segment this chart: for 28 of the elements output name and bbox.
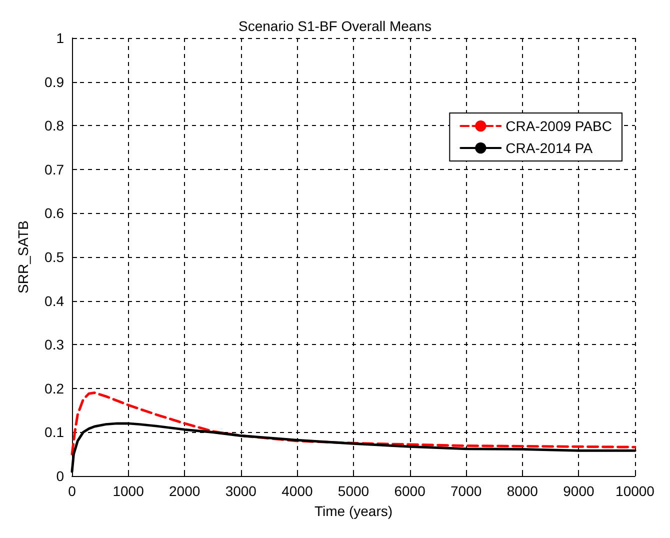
x-tick-label: 7000 <box>450 483 482 499</box>
y-tick-label: 0 <box>56 468 64 484</box>
y-tick-label: 0.1 <box>44 424 64 440</box>
y-tick-label: 1 <box>56 30 64 46</box>
x-tick-label: 1000 <box>112 483 144 499</box>
x-tick-label: 6000 <box>394 483 426 499</box>
y-tick-label: 0.6 <box>44 205 64 222</box>
x-tick-label: 0 <box>68 483 76 499</box>
x-tick-label: 9000 <box>563 483 594 499</box>
x-tick-label: 10000 <box>616 483 655 499</box>
legend-label: CRA-2014 PA <box>506 140 594 156</box>
line-series <box>70 392 636 456</box>
y-tick-label: 0.9 <box>44 74 64 90</box>
x-axis-title: Time (years) <box>314 503 393 519</box>
y-tick-label: 0.3 <box>44 336 64 353</box>
x-tick-label: 4000 <box>282 483 313 499</box>
y-axis-title: SRR_SATB <box>15 220 31 294</box>
y-tick-label: 0.4 <box>44 292 64 309</box>
x-tick-label: 2000 <box>169 483 200 499</box>
y-tick-label: 0.5 <box>44 249 64 265</box>
x-tick-label: 8000 <box>506 483 538 499</box>
y-tick-label: 0.7 <box>44 161 64 178</box>
x-tick-label: 3000 <box>225 483 257 499</box>
legend-label: CRA-2009 PABC <box>506 118 612 134</box>
x-tick-label: 5000 <box>338 483 370 499</box>
y-tick-label: 0.2 <box>44 380 64 396</box>
chart-title: Scenario S1-BF Overall Means <box>238 18 432 34</box>
y-tick-label: 0.8 <box>44 118 64 134</box>
